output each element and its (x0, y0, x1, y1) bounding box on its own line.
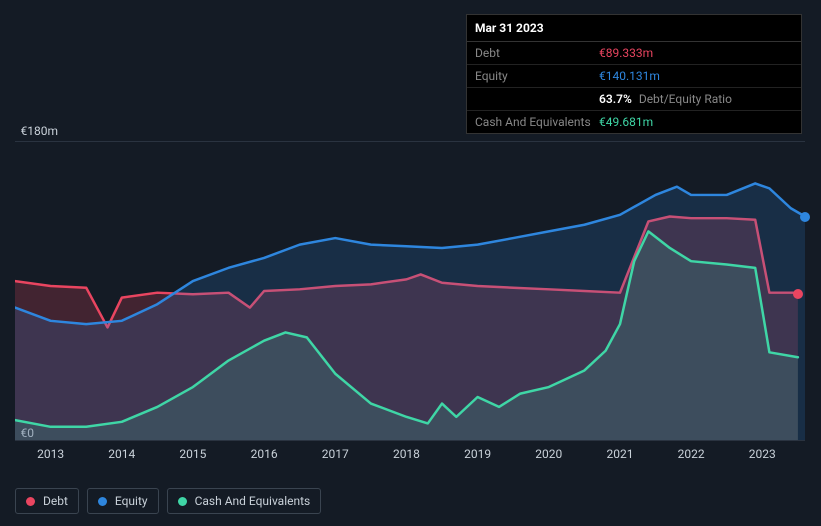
x-tick-label: 2016 (251, 447, 278, 461)
x-axis-ticks: 2013 2014 2015 2016 2017 2018 2019 2020 2021 2022… (15, 447, 805, 467)
tooltip-row-label: Equity (475, 69, 599, 83)
series-end-marker (800, 212, 810, 222)
tooltip-row: 63.7% Debt/Equity Ratio (467, 88, 801, 111)
tooltip-row-value: €89.333m (599, 46, 793, 60)
x-tick-label: 2013 (37, 447, 64, 461)
legend-item[interactable]: Debt (15, 488, 79, 514)
chart-plot-area[interactable] (15, 141, 805, 441)
legend-dot-icon (178, 497, 187, 506)
tooltip-row-label (475, 92, 599, 106)
x-tick-label: 2018 (393, 447, 420, 461)
tooltip-row-label: Debt (475, 46, 599, 60)
x-tick-label: 2021 (606, 447, 633, 461)
x-tick-label: 2015 (179, 447, 206, 461)
legend-dot-icon (98, 497, 107, 506)
tooltip-row-label: Cash And Equivalents (475, 115, 599, 129)
x-tick-label: 2014 (108, 447, 135, 461)
tooltip-row: Cash And Equivalents€49.681m (467, 111, 801, 133)
chart-tooltip: Mar 31 2023 Debt€89.333mEquity€140.131m6… (466, 14, 802, 134)
legend-item[interactable]: Cash And Equivalents (167, 488, 322, 514)
tooltip-date: Mar 31 2023 (467, 15, 801, 42)
series-end-marker (793, 289, 803, 299)
x-tick-label: 2017 (322, 447, 349, 461)
tooltip-row-value: 63.7% Debt/Equity Ratio (599, 92, 793, 106)
tooltip-row-value: €49.681m (599, 115, 793, 129)
x-tick-label: 2022 (678, 447, 705, 461)
legend-dot-icon (26, 497, 35, 506)
legend-label: Debt (43, 494, 68, 508)
chart-legend: Debt Equity Cash And Equivalents (15, 488, 321, 514)
tooltip-row: Debt€89.333m (467, 42, 801, 65)
tooltip-row: Equity€140.131m (467, 65, 801, 88)
legend-label: Cash And Equivalents (195, 494, 311, 508)
y-axis-max-label: €180m (8, 124, 58, 138)
legend-label: Equity (115, 494, 148, 508)
x-tick-label: 2023 (749, 447, 776, 461)
x-tick-label: 2020 (535, 447, 562, 461)
legend-item[interactable]: Equity (87, 488, 159, 514)
tooltip-row-value: €140.131m (599, 69, 793, 83)
x-tick-label: 2019 (464, 447, 491, 461)
